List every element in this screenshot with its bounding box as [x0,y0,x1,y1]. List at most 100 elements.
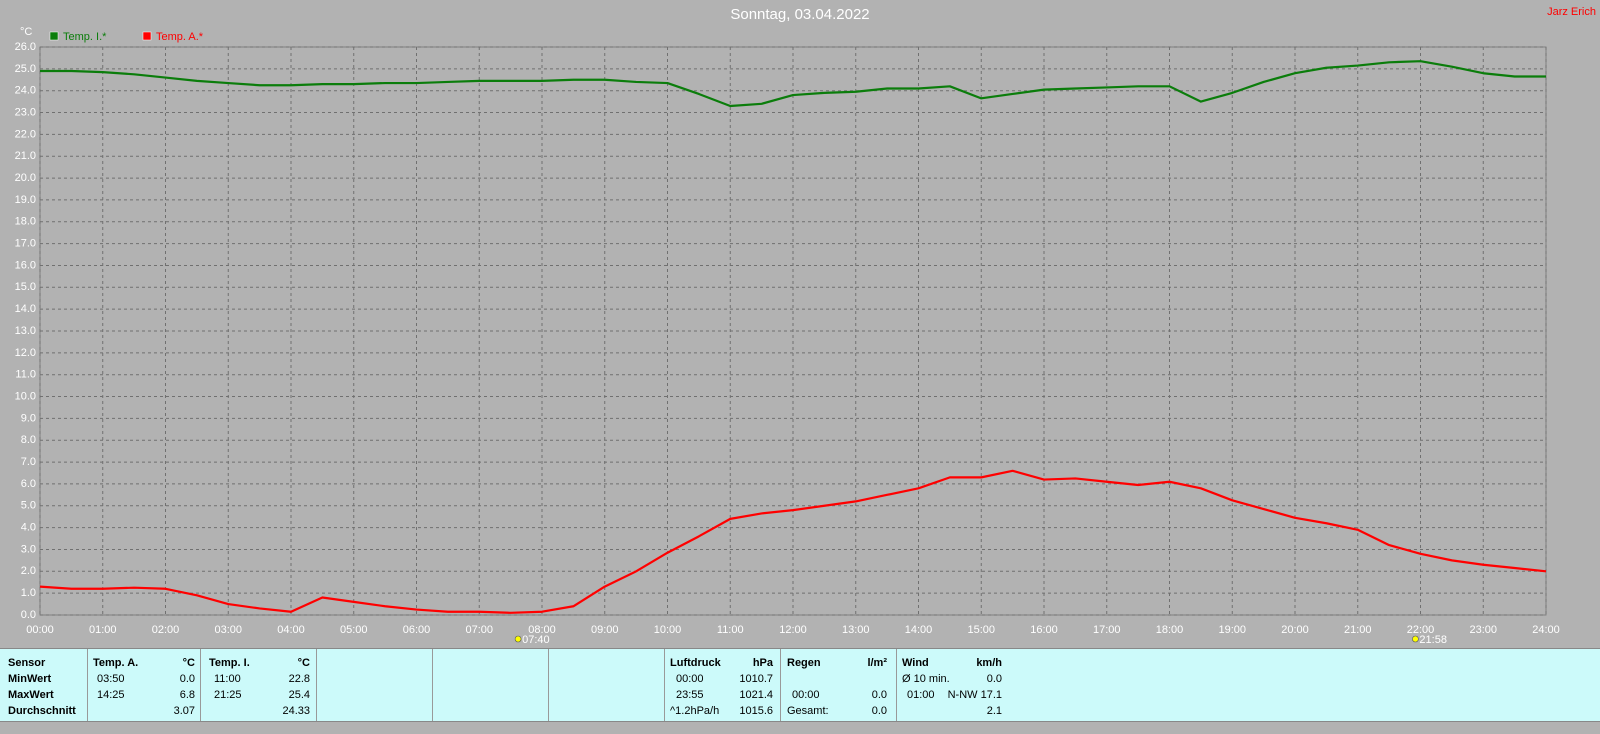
y-tick-label: 1.0 [21,587,36,599]
legend-label: Temp. A.* [156,31,204,43]
unit: l/m² [867,657,887,669]
x-tick-label: 06:00 [403,624,431,636]
x-tick-label: 22:00 [1407,624,1435,636]
x-tick-label: 20:00 [1281,624,1309,636]
value: 25.4 [288,689,310,701]
series-line [40,60,1546,108]
value: 6.8 [179,689,195,701]
header: Luftdruck [670,657,721,669]
unit: hPa [752,657,773,669]
legend-label: Temp. I.* [63,31,107,43]
x-tick-label: 11:00 [717,624,744,636]
y-tick-label: 16.0 [15,259,36,271]
sun-icon [514,635,522,643]
value: 1015.6 [739,705,773,717]
legend-swatch [142,31,152,41]
value: 24.33 [282,705,310,717]
y-tick-label: 17.0 [15,238,36,250]
y-tick-label: 9.0 [21,412,36,424]
y-tick-label: 12.0 [15,347,36,359]
y-tick-label: 10.0 [15,390,36,402]
header: Sensor [8,657,46,669]
y-tick-label: 7.0 [21,456,36,468]
y-tick-label: 14.0 [15,303,36,315]
annotation: 21:58 [1419,634,1447,646]
x-tick-label: 24:00 [1532,624,1560,636]
row-label: Durchschnitt [8,705,76,717]
x-tick-label: 10:00 [654,624,682,636]
value: 3.07 [173,705,195,717]
y-tick-label: 19.0 [15,194,36,206]
value: 0.0 [871,705,887,717]
label: Ø 10 min. [902,673,950,685]
y-tick-label: 18.0 [15,216,36,228]
header: Temp. A. [93,657,139,669]
divider [87,649,88,721]
chart-title: Sonntag, 03.04.2022 [730,6,869,23]
y-tick-label: 2.0 [21,565,36,577]
header: Temp. I. [209,657,250,669]
x-tick-label: 12:00 [779,624,807,636]
row-label: MinWert [8,673,52,685]
time: 03:50 [97,673,125,685]
y-tick-label: 20.0 [15,172,36,184]
trend: ^1.2hPa/h [670,705,720,717]
time: 00:00 [792,689,820,701]
x-tick-label: 14:00 [905,624,933,636]
y-tick-label: 3.0 [21,543,36,555]
x-tick-label: 08:00 [528,624,556,636]
divider [780,649,781,721]
value: 2.1 [986,705,1002,717]
x-tick-label: 23:00 [1469,624,1497,636]
time: 21:25 [214,689,242,701]
value: 22.8 [288,673,310,685]
x-tick-label: 02:00 [152,624,180,636]
x-tick-label: 15:00 [967,624,995,636]
y-tick-label: 23.0 [15,106,36,118]
time: 00:00 [676,673,704,685]
legend-swatch [49,31,59,41]
y-tick-label: 24.0 [15,85,36,97]
sun-icon [1412,635,1419,643]
unit: km/h [976,657,1002,669]
y-tick-label: 26.0 [15,41,36,53]
y-tick-label: 21.0 [15,150,36,162]
unit: °C [297,657,310,669]
divider [548,649,549,721]
x-tick-label: 21:00 [1344,624,1372,636]
label: Gesamt: [787,705,829,717]
x-tick-label: 05:00 [340,624,368,636]
series-line [39,469,1547,614]
time: 14:25 [97,689,125,701]
y-tick-label: 13.0 [15,325,36,337]
x-tick-label: 13:00 [842,624,870,636]
x-tick-label: 19:00 [1218,624,1246,636]
chart: Sonntag, 03.04.2022 Jarz Erich °C Temp. … [15,6,1596,646]
x-tick-label: 00:00 [26,624,54,636]
value: 0.0 [179,673,195,685]
header: Regen [787,657,821,669]
divider [316,649,317,721]
stats-table: Sensor MinWert MaxWert Durchschnitt Temp… [0,648,1600,722]
divider [432,649,433,721]
time: 01:00 [907,689,935,701]
y-tick-label: 15.0 [15,281,36,293]
divider [896,649,897,721]
x-tick-label: 07:00 [465,624,493,636]
legend: Temp. I.* Temp. A.* [49,31,204,43]
y-tick-label: 4.0 [21,522,36,534]
x-tick-label: 16:00 [1030,624,1058,636]
y-tick-label: 6.0 [21,478,36,490]
x-tick-label: 17:00 [1093,624,1121,636]
x-tick-label: 01:00 [89,624,117,636]
y-tick-label: 8.0 [21,434,36,446]
value: 0.0 [986,673,1002,685]
time: 23:55 [676,689,704,701]
unit: °C [182,657,195,669]
x-tick-label: 04:00 [277,624,305,636]
credit: Jarz Erich [1547,6,1596,18]
value: 0.0 [871,689,887,701]
y-tick-label: 11.0 [15,369,36,381]
y-tick-label: 5.0 [21,500,36,512]
x-tick-label: 09:00 [591,624,619,636]
